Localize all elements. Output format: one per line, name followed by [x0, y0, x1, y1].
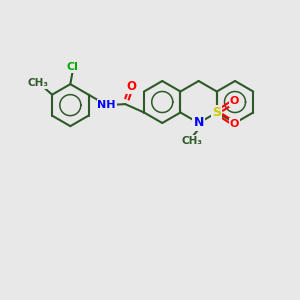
Text: N: N — [194, 116, 204, 130]
Text: O: O — [230, 96, 239, 106]
Text: O: O — [127, 80, 136, 93]
Text: CH₃: CH₃ — [182, 136, 203, 146]
Text: Cl: Cl — [67, 62, 78, 72]
Text: S: S — [212, 106, 221, 119]
Text: NH: NH — [98, 100, 116, 110]
Text: CH₃: CH₃ — [28, 78, 49, 88]
Text: O: O — [230, 119, 239, 129]
